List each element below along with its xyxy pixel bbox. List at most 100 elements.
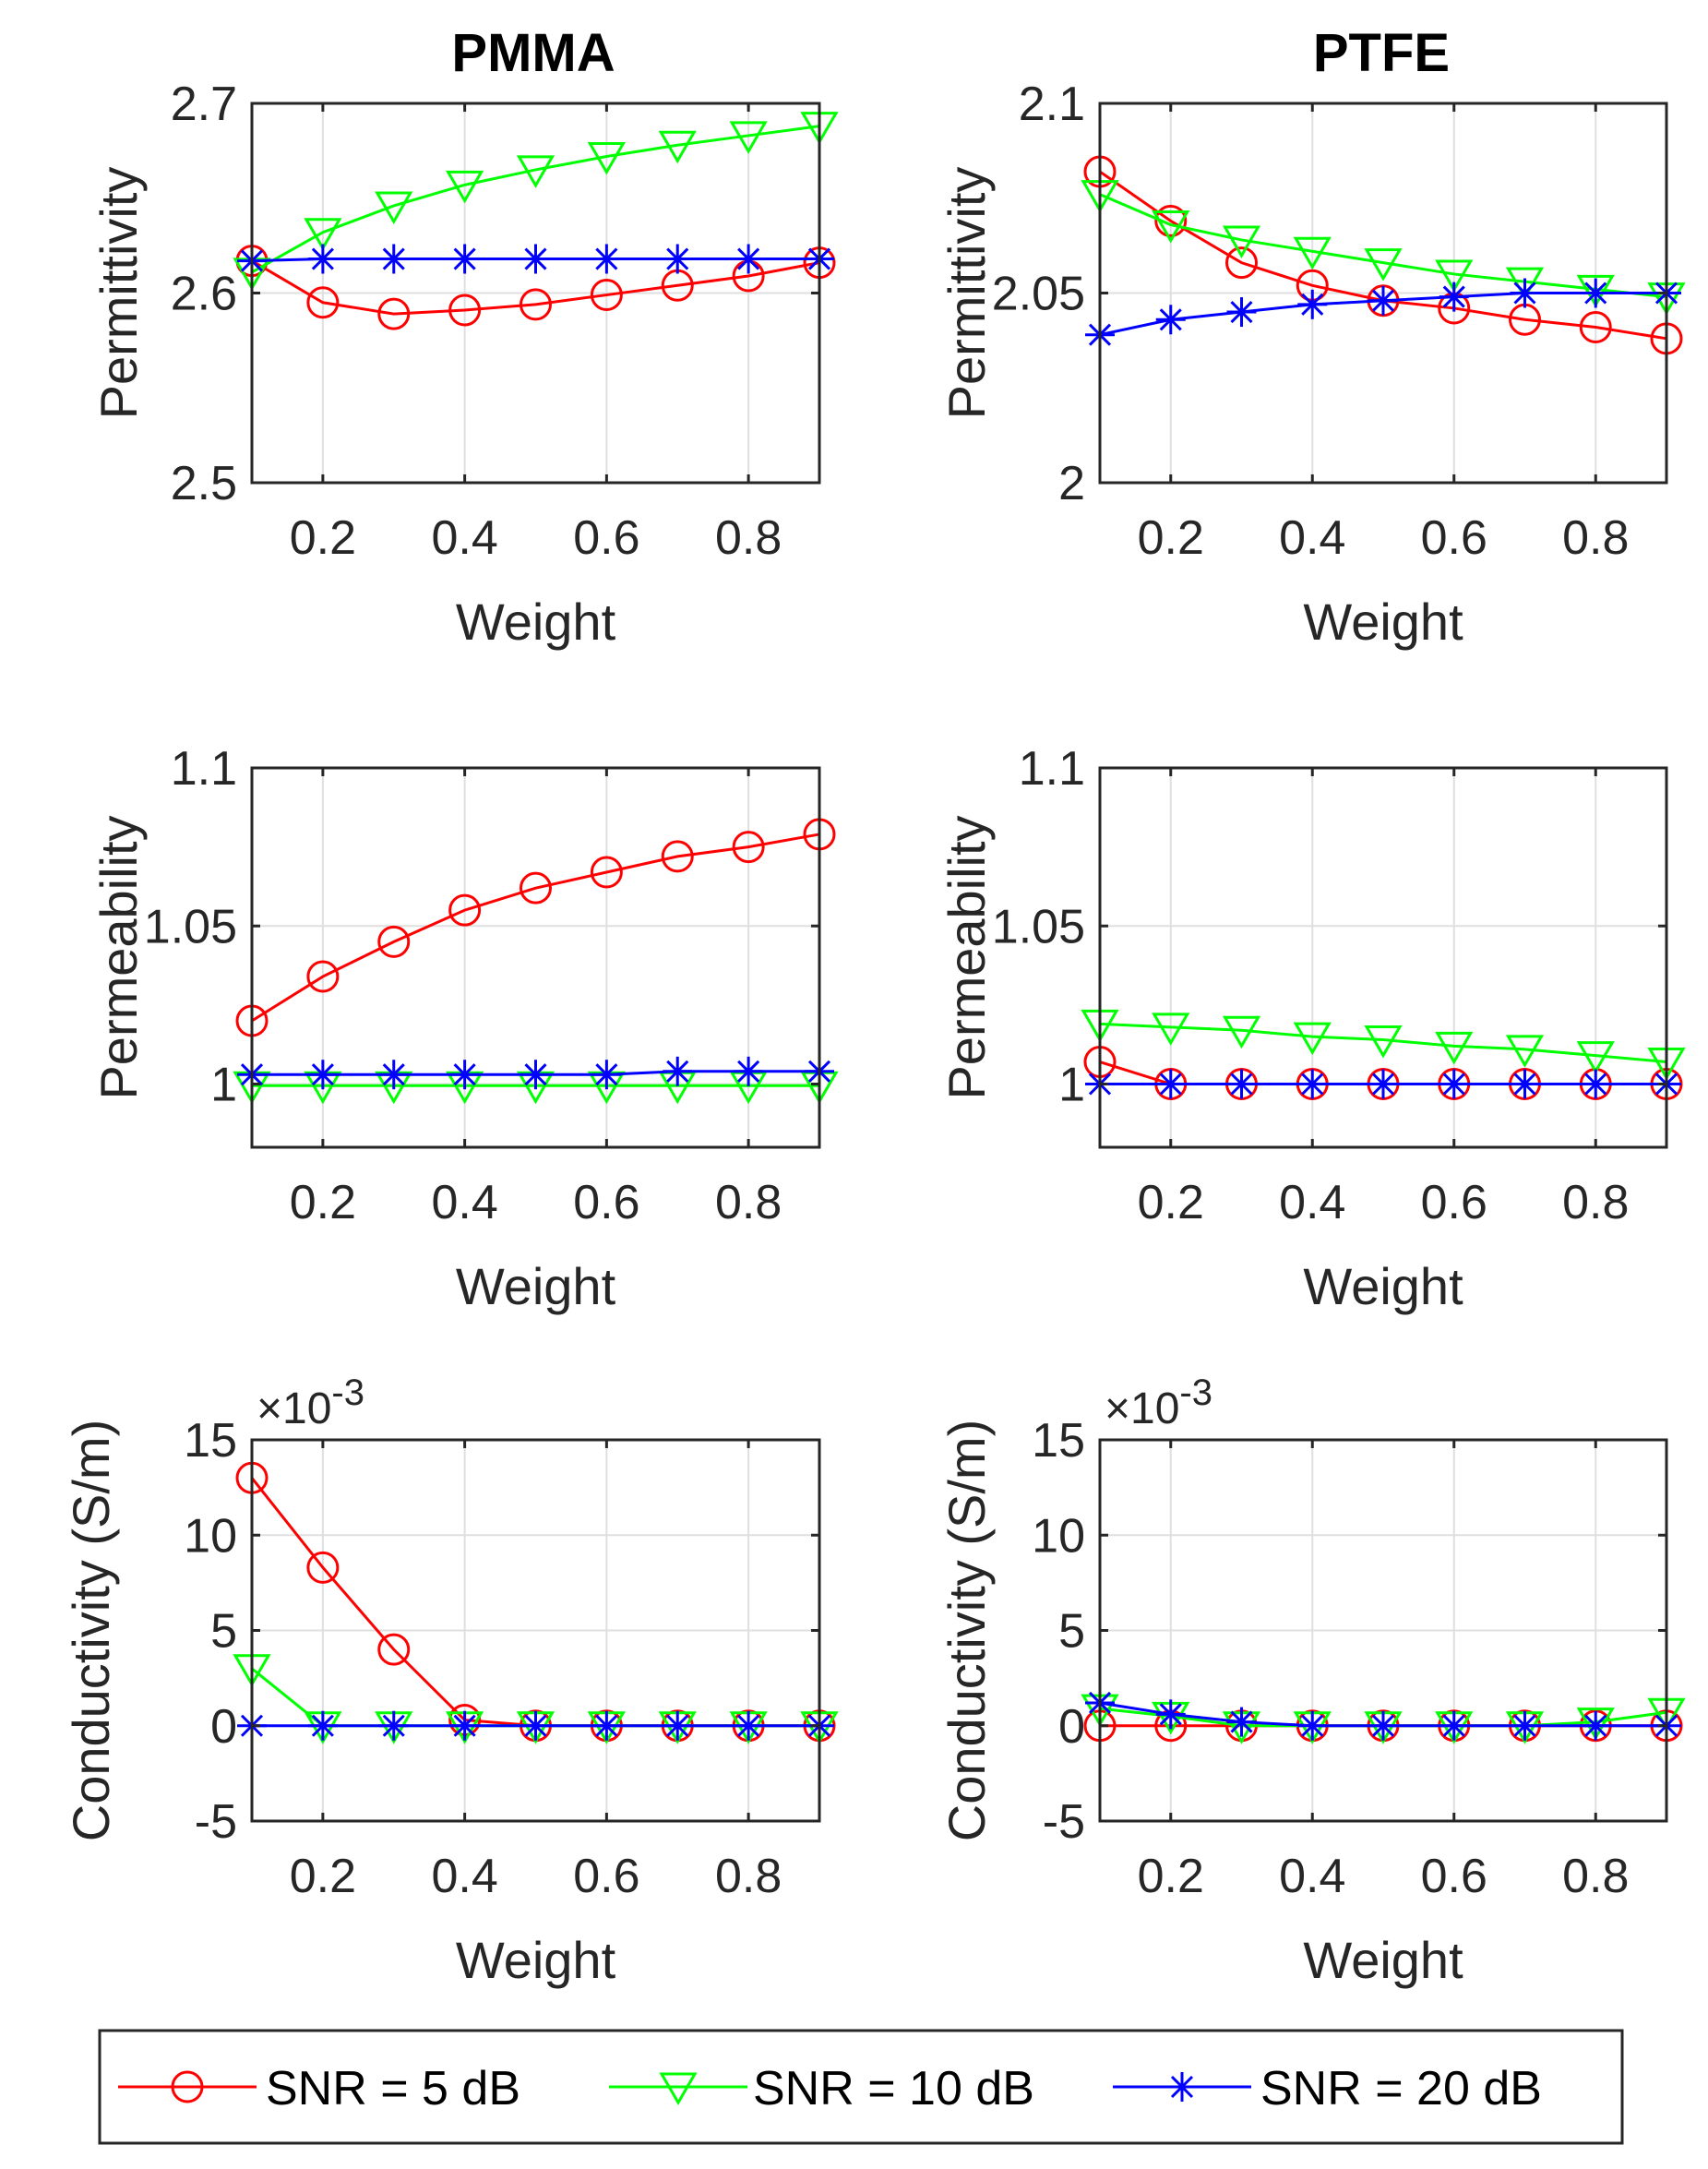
data-point-asterisk	[1439, 1069, 1469, 1099]
x-tick-label: 0.8	[715, 1176, 782, 1229]
y-tick-label: 10	[1032, 1509, 1085, 1563]
data-point-triangle-down	[1152, 210, 1190, 244]
data-point-triangle-down	[587, 142, 626, 175]
data-point-circle	[448, 294, 482, 327]
legend-entry-snr-10: SNR = 10 dB	[609, 2062, 1034, 2115]
legend-marker-asterisk-icon	[1167, 2072, 1197, 2102]
ptfe-permeability-panel: 0.2 0.4 0.6 0.8 1 1.05 1.1 Weight Permeability	[938, 742, 1686, 1315]
data-point-triangle-down	[446, 170, 484, 204]
pmma-title: PMMA	[451, 23, 615, 83]
data-point-asterisk	[520, 1060, 551, 1090]
x-tick-label: 0.8	[1562, 1850, 1629, 1903]
series-line-2	[1099, 1022, 1667, 1064]
x-tick-label: 0.6	[573, 1850, 639, 1903]
legend-box	[98, 2029, 1624, 2145]
data-point-circle	[590, 856, 623, 889]
data-point-triangle-down	[1435, 1031, 1474, 1065]
x-tick-label: 0.2	[1138, 1176, 1204, 1229]
data-point-triangle-down	[1576, 1041, 1615, 1074]
x-tick-label: 0.4	[1279, 511, 1345, 565]
data-point-asterisk	[1439, 282, 1469, 312]
x-tick-label: 0.2	[1138, 511, 1204, 565]
y-tick-label: 1.05	[992, 900, 1085, 953]
y-tick-label: 5	[210, 1605, 237, 1659]
y-tick-label: 2.7	[171, 78, 237, 131]
data-point-triangle-down	[375, 191, 413, 224]
y-axis-label: Permeability	[938, 815, 996, 1099]
exponent-label: ×10-3	[1105, 1372, 1212, 1433]
x-tick-label: 0.8	[715, 511, 782, 565]
x-axis-label: Weight	[1303, 1931, 1463, 1989]
legend-entry-snr-5: SNR = 5 dB	[118, 2062, 520, 2115]
data-point-triangle-down	[729, 121, 768, 154]
data-point-asterisk	[1368, 285, 1398, 316]
data-point-asterisk	[591, 1060, 622, 1090]
y-tick-label: 1.05	[144, 900, 237, 953]
data-point-circle	[377, 925, 411, 958]
y-tick-label: -5	[195, 1795, 237, 1849]
data-point-asterisk	[734, 244, 764, 274]
data-point-asterisk	[1368, 1069, 1398, 1099]
data-point-triangle-down	[1293, 1022, 1332, 1056]
data-point-asterisk	[1581, 278, 1611, 308]
data-point-asterisk	[449, 1060, 480, 1090]
x-tick-label: 0.8	[715, 1850, 782, 1903]
axes-frame	[1098, 766, 1668, 1149]
x-axis-label: Weight	[456, 1257, 616, 1315]
x-axis-label: Weight	[1303, 1257, 1463, 1315]
data-point-circle	[448, 893, 482, 927]
data-point-circle	[377, 1633, 411, 1666]
data-point-triangle-down	[1435, 259, 1474, 293]
data-point-asterisk	[591, 1710, 622, 1741]
data-point-asterisk	[734, 1056, 764, 1086]
x-tick-label: 0.8	[1562, 511, 1629, 565]
x-tick-label: 0.2	[1138, 1850, 1204, 1903]
y-axis-label: Conductivity (S/m)	[938, 1420, 996, 1841]
y-axis-label: Permittivity	[90, 167, 148, 420]
y-tick-label: 0	[210, 1700, 237, 1754]
ptfe-permittivity-panel: 0.2 0.4 0.6 0.8 2 2.05 2.1 Weight Permittivity	[938, 78, 1686, 651]
plot-area	[252, 768, 819, 1147]
data-point-circle	[1579, 310, 1612, 343]
data-point-triangle-down	[658, 130, 697, 164]
x-tick-label: 0.6	[1421, 511, 1487, 565]
data-point-circle	[1225, 246, 1258, 280]
y-tick-label: 5	[1058, 1605, 1085, 1659]
x-tick-label: 0.4	[1279, 1850, 1345, 1903]
data-point-asterisk	[1439, 1710, 1469, 1741]
data-point-circle	[377, 297, 411, 330]
x-tick-label: 0.4	[431, 1176, 497, 1229]
y-tick-label: -5	[1043, 1795, 1085, 1849]
data-point-triangle-down	[1293, 236, 1332, 270]
x-tick-label: 0.4	[431, 511, 497, 565]
y-tick-label: 1.1	[171, 742, 237, 796]
data-point-asterisk	[1297, 289, 1328, 319]
legend-entry-snr-20: SNR = 20 dB	[1113, 2062, 1542, 2115]
series-line-1	[251, 833, 820, 1023]
data-point-asterisk	[734, 1710, 764, 1741]
data-point-asterisk	[1155, 1699, 1186, 1730]
data-point-asterisk	[378, 1710, 409, 1741]
data-point-circle	[306, 286, 340, 319]
data-point-asterisk	[1155, 1069, 1186, 1099]
data-point-triangle-down	[516, 155, 555, 188]
data-point-asterisk	[307, 1710, 338, 1741]
x-axis-label: Weight	[456, 1931, 616, 1989]
data-point-circle	[590, 279, 623, 312]
y-axis-label: Conductivity (S/m)	[62, 1420, 120, 1841]
y-tick-label: 15	[184, 1414, 237, 1468]
y-tick-label: 2.1	[1019, 78, 1085, 131]
data-point-circle	[1154, 204, 1188, 237]
data-point-asterisk	[663, 1710, 693, 1741]
data-point-asterisk	[1155, 305, 1186, 335]
x-tick-label: 0.4	[431, 1850, 497, 1903]
data-point-asterisk	[449, 1710, 480, 1741]
data-point-asterisk	[663, 244, 693, 274]
series-line-2	[1099, 193, 1667, 299]
legend-label-snr-20: SNR = 20 dB	[1260, 2062, 1542, 2115]
x-axis-label: Weight	[1303, 593, 1463, 651]
data-point-circle	[520, 288, 552, 321]
data-point-asterisk	[1368, 1710, 1398, 1741]
y-tick-label: 1	[210, 1059, 237, 1112]
